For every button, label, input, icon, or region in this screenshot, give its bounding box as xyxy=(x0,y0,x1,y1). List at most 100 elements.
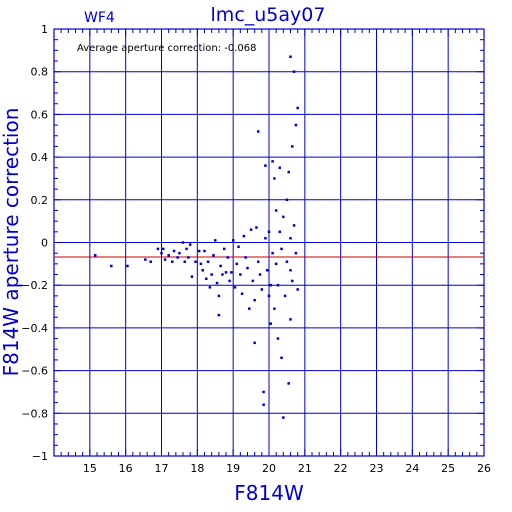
data-point xyxy=(178,251,181,255)
data-point xyxy=(264,164,267,167)
data-point xyxy=(269,283,273,287)
x-tick-label: 21 xyxy=(298,462,312,475)
data-point xyxy=(273,177,276,180)
x-tick-label: 15 xyxy=(83,462,97,475)
plot-frame xyxy=(53,28,485,457)
y-tick-label: −0.6 xyxy=(21,365,48,378)
data-point xyxy=(217,313,221,317)
data-point xyxy=(244,256,247,259)
data-point xyxy=(292,224,296,227)
data-point xyxy=(285,260,289,263)
data-point xyxy=(93,254,97,257)
y-tick-label: −1 xyxy=(32,450,48,463)
data-point xyxy=(230,271,233,274)
y-tick-label: −0.2 xyxy=(21,279,48,292)
data-point xyxy=(187,256,190,259)
data-point xyxy=(294,123,298,127)
data-point xyxy=(162,247,165,251)
data-point xyxy=(110,264,113,268)
data-point xyxy=(280,247,283,251)
data-point xyxy=(183,260,187,263)
x-tick-label: 26 xyxy=(477,462,491,475)
y-tick-label: −0.4 xyxy=(21,322,48,335)
x-tick-label: 19 xyxy=(226,462,240,475)
data-point xyxy=(274,262,278,266)
y-tick-label: 0.2 xyxy=(31,194,49,207)
data-point xyxy=(260,288,264,291)
data-point xyxy=(276,283,280,287)
data-point xyxy=(222,247,226,251)
data-point xyxy=(194,260,197,263)
grid xyxy=(54,28,485,457)
data-point xyxy=(231,239,235,242)
y-tick-label: 0 xyxy=(41,237,48,250)
data-points xyxy=(93,55,299,419)
data-point xyxy=(171,260,174,263)
data-point xyxy=(233,286,237,289)
data-point xyxy=(257,130,260,133)
data-point xyxy=(262,390,265,394)
data-point xyxy=(206,260,210,263)
data-point xyxy=(253,341,256,345)
average-annotation: Average aperture correction: -0.068 xyxy=(77,43,257,54)
data-point xyxy=(228,279,231,283)
corner-label: WF4 xyxy=(84,10,115,26)
data-point xyxy=(278,166,281,170)
data-point xyxy=(246,266,249,270)
data-point xyxy=(212,254,215,257)
data-point xyxy=(287,382,290,385)
data-point xyxy=(257,260,260,263)
data-point xyxy=(215,281,219,285)
data-point xyxy=(224,271,228,274)
data-point xyxy=(203,249,206,253)
data-point xyxy=(214,239,217,242)
data-point xyxy=(240,292,244,295)
data-point xyxy=(226,256,230,259)
ticks xyxy=(53,28,485,457)
data-point xyxy=(126,264,129,268)
data-point xyxy=(156,247,160,251)
data-point xyxy=(289,236,292,240)
y-tick-label: −0.8 xyxy=(21,407,48,420)
data-point xyxy=(251,279,255,283)
data-point xyxy=(185,247,188,251)
data-point xyxy=(235,262,238,266)
x-tick-label: 20 xyxy=(262,462,276,475)
data-point xyxy=(205,277,208,281)
data-point xyxy=(167,254,170,257)
x-tick-label: 25 xyxy=(441,462,455,475)
y-tick-label: 0.8 xyxy=(31,66,49,79)
data-point xyxy=(271,251,274,255)
data-point xyxy=(264,236,267,240)
data-point xyxy=(199,262,203,266)
y-tick-labels: −1 −0.8 −0.6 −0.4 −0.2 0 0.2 0.4 0.6 0.8 1 xyxy=(21,23,48,463)
data-point xyxy=(285,198,289,202)
data-point xyxy=(273,307,276,310)
data-point xyxy=(280,356,283,360)
data-point xyxy=(172,249,176,253)
data-point xyxy=(249,228,253,231)
data-point xyxy=(239,273,242,276)
x-tick-label: 16 xyxy=(119,462,133,475)
data-point xyxy=(267,294,271,298)
data-point xyxy=(190,275,194,278)
data-point xyxy=(176,256,179,259)
data-point xyxy=(289,55,292,59)
data-point xyxy=(144,258,147,261)
data-point xyxy=(287,170,290,174)
data-point xyxy=(282,416,285,419)
x-tick-label: 24 xyxy=(405,462,419,475)
data-point xyxy=(197,249,201,253)
data-point xyxy=(274,209,278,212)
data-point xyxy=(283,294,287,298)
data-point xyxy=(255,226,258,229)
data-point xyxy=(276,337,280,340)
chart-title: lmc_u5ay07 xyxy=(211,4,326,26)
data-point xyxy=(296,106,299,110)
x-tick-labels: 15 16 17 18 19 20 21 22 23 24 25 26 xyxy=(83,462,491,475)
x-tick-label: 22 xyxy=(334,462,348,475)
data-point xyxy=(265,269,269,272)
data-point xyxy=(210,273,213,276)
y-tick-label: 0.6 xyxy=(31,108,49,121)
